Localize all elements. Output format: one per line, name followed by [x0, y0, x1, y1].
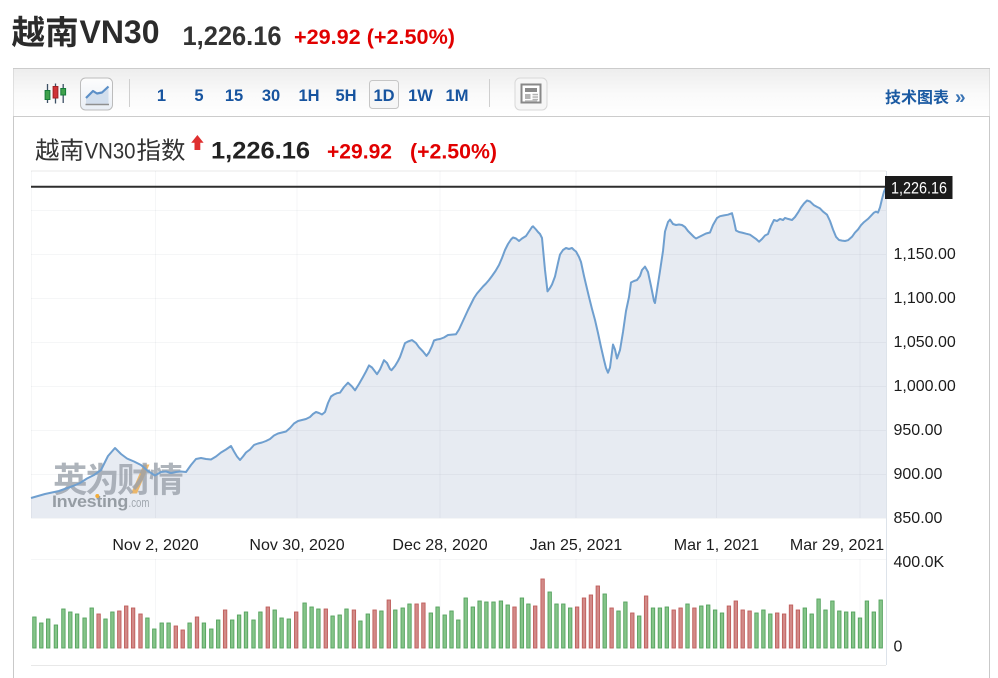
svg-text:30: 30 — [262, 87, 280, 105]
svg-text:Jan 25, 2021: Jan 25, 2021 — [530, 537, 623, 554]
svg-text:Nov 30, 2020: Nov 30, 2020 — [249, 537, 344, 554]
svg-text:5H: 5H — [335, 87, 356, 105]
svg-text:950.00: 950.00 — [894, 422, 943, 439]
svg-text:1,226.16: 1,226.16 — [183, 21, 282, 51]
svg-text:Nov 2, 2020: Nov 2, 2020 — [112, 537, 198, 554]
svg-text:15: 15 — [225, 87, 243, 105]
svg-text:1M: 1M — [446, 87, 469, 105]
svg-text:Dec 28, 2020: Dec 28, 2020 — [392, 537, 487, 554]
svg-text:.com: .com — [129, 496, 150, 510]
svg-text:1,050.00: 1,050.00 — [894, 334, 956, 351]
svg-text:VN30: VN30 — [80, 14, 160, 50]
svg-text:Mar 29, 2021: Mar 29, 2021 — [790, 537, 884, 554]
svg-text:»: » — [955, 88, 966, 109]
svg-text:400.0K: 400.0K — [894, 554, 945, 571]
svg-text:1,226.16: 1,226.16 — [211, 138, 310, 165]
svg-text:900.00: 900.00 — [894, 466, 943, 483]
svg-text:Mar 1, 2021: Mar 1, 2021 — [674, 537, 759, 554]
svg-text:1,226.16: 1,226.16 — [891, 180, 947, 198]
svg-text:1D: 1D — [373, 87, 394, 105]
svg-text:1,150.00: 1,150.00 — [894, 246, 956, 263]
svg-text:VN30: VN30 — [85, 139, 136, 164]
svg-text:1H: 1H — [298, 87, 319, 105]
svg-text:+29.92 (+2.50%): +29.92 (+2.50%) — [294, 26, 455, 49]
svg-text:(+2.50%): (+2.50%) — [410, 141, 497, 164]
svg-text:1,100.00: 1,100.00 — [894, 290, 956, 307]
svg-text:Investing: Investing — [52, 492, 128, 511]
svg-text:1W: 1W — [408, 87, 433, 105]
svg-text:+29.92: +29.92 — [327, 141, 392, 164]
svg-text:1: 1 — [157, 87, 166, 105]
svg-text:850.00: 850.00 — [894, 510, 943, 527]
svg-text:1,000.00: 1,000.00 — [894, 378, 956, 395]
svg-text:5: 5 — [194, 87, 203, 105]
svg-text:0: 0 — [894, 639, 903, 656]
